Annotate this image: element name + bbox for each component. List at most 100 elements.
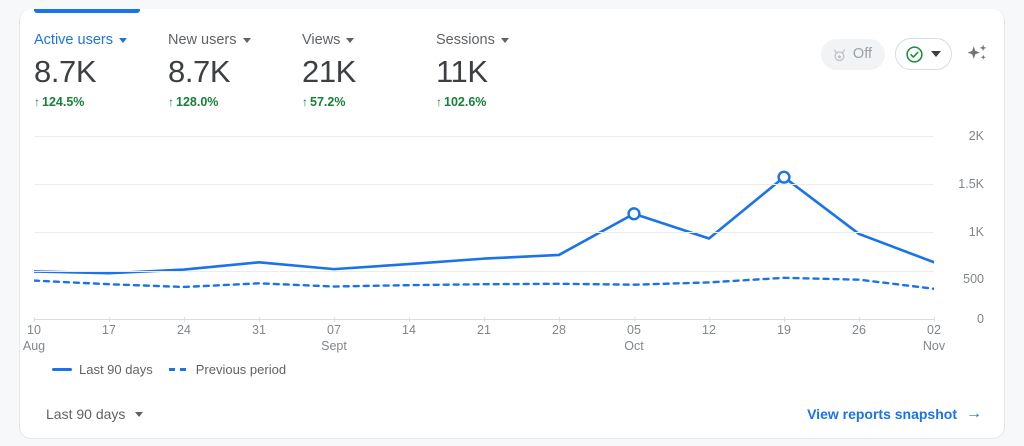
chevron-down-icon[interactable] xyxy=(931,51,941,57)
x-tick-label: 26 xyxy=(852,317,866,338)
metrics-row: Active users 8.7K ↑ 124.5% New users 8.7… xyxy=(34,31,570,110)
metric-card-sessions[interactable]: Sessions 11K ↑ 102.6% xyxy=(436,31,570,110)
metric-selector-new-users[interactable]: New users xyxy=(168,31,302,49)
x-tick-label: 17 xyxy=(102,317,116,338)
x-tick-month: Oct xyxy=(624,339,644,353)
metric-card-new-users[interactable]: New users 8.7K ↑ 128.0% xyxy=(168,31,302,110)
y-tick-label: 2K xyxy=(968,129,984,143)
y-axis-labels: 2K 1.5K 1K 500 0 xyxy=(942,119,994,329)
metric-label: Sessions xyxy=(436,32,495,48)
green-check-circle-icon xyxy=(906,45,923,63)
metric-delta: ↑ 102.6% xyxy=(436,94,570,110)
x-tick-mark xyxy=(933,317,935,322)
comparison-toggle-label: Off xyxy=(852,46,872,62)
date-range-selector[interactable]: Last 90 days xyxy=(46,406,144,422)
x-tick-label: 24 xyxy=(177,317,191,338)
metric-delta-value: 57.2% xyxy=(310,95,346,109)
chevron-down-icon[interactable] xyxy=(346,37,355,43)
ai-insights-button[interactable] xyxy=(962,39,992,69)
x-tick-label: 28 xyxy=(552,317,566,338)
metric-label: Views xyxy=(302,32,341,48)
series-line-current xyxy=(20,175,936,282)
arrow-up-icon: ↑ xyxy=(34,95,40,109)
metric-delta-value: 124.5% xyxy=(42,95,85,109)
x-tick-label: 12 xyxy=(702,317,716,338)
active-tab-indicator[interactable] xyxy=(34,9,140,13)
chart-series-layer xyxy=(20,170,936,291)
gridline-1_5k xyxy=(34,184,934,185)
arrow-up-icon: ↑ xyxy=(168,95,174,109)
x-tick-month: Aug xyxy=(22,339,46,353)
y-tick-label: 0 xyxy=(977,312,984,326)
comparison-toggle-button[interactable]: Off xyxy=(820,38,885,70)
x-tick-mark xyxy=(859,317,860,322)
metric-delta: ↑ 128.0% xyxy=(168,94,302,110)
sparkle-ai-icon xyxy=(967,44,987,60)
legend-swatch-dashed xyxy=(168,368,189,371)
chevron-down-icon[interactable] xyxy=(118,37,127,43)
metric-delta: ↑ 57.2% xyxy=(302,94,436,110)
x-tick-mark xyxy=(784,317,785,322)
metric-selector-active-users[interactable]: Active users xyxy=(34,31,168,49)
legend-swatch-solid xyxy=(52,368,72,371)
x-tick-mark xyxy=(259,317,260,322)
x-tick-label: 07 Sept xyxy=(321,317,347,354)
metric-label: Active users xyxy=(34,32,113,48)
x-tick-mark xyxy=(334,317,335,322)
x-tick-mark xyxy=(559,317,560,322)
legend-label: Previous period xyxy=(195,362,287,377)
metric-card-views[interactable]: Views 21K ↑ 57.2% xyxy=(302,31,436,110)
data-point-marker[interactable] xyxy=(627,207,641,221)
card-controls: Off xyxy=(820,38,992,70)
metric-value: 8.7K xyxy=(168,54,231,89)
arrow-right-icon: → xyxy=(966,405,982,422)
y-tick-label: 500 xyxy=(963,272,984,286)
view-reports-snapshot-link[interactable]: View reports snapshot → xyxy=(807,405,982,423)
gridline-1k xyxy=(34,232,934,233)
metric-delta-value: 128.0% xyxy=(176,95,219,109)
metric-value: 8.7K xyxy=(34,54,97,89)
legend-item-previous[interactable]: Previous period xyxy=(168,362,287,377)
y-tick-label: 1.5K xyxy=(958,177,984,191)
metric-delta-value: 102.6% xyxy=(444,95,487,109)
series-line-previous xyxy=(32,276,936,291)
x-tick-label: 02 Nov xyxy=(922,317,946,354)
date-range-label: Last 90 days xyxy=(46,406,126,422)
x-tick-label: 10 Aug xyxy=(22,317,46,354)
x-tick-month: Sept xyxy=(321,339,347,353)
x-tick-mark xyxy=(633,317,635,322)
gridline-2k xyxy=(34,136,934,137)
x-tick-mark xyxy=(34,317,35,322)
gridline-500 xyxy=(34,271,934,272)
y-tick-label: 1K xyxy=(968,225,984,239)
x-tick-mark xyxy=(484,317,485,322)
x-tick-mark xyxy=(409,317,410,322)
metric-value: 21K xyxy=(302,54,356,89)
metric-delta: ↑ 124.5% xyxy=(34,94,168,110)
chevron-down-icon[interactable] xyxy=(135,411,144,417)
analytics-overview-card: Active users 8.7K ↑ 124.5% New users 8.7… xyxy=(19,9,1005,439)
metric-value: 11K xyxy=(436,54,488,89)
arrow-up-icon: ↑ xyxy=(436,95,442,109)
metric-selector-views[interactable]: Views xyxy=(302,31,436,49)
metric-card-active-users[interactable]: Active users 8.7K ↑ 124.5% xyxy=(34,31,168,110)
metric-label: New users xyxy=(168,32,237,48)
chart-area: 2K 1.5K 1K 500 0 xyxy=(20,127,1004,327)
chevron-down-icon[interactable] xyxy=(500,37,509,43)
legend-item-current[interactable]: Last 90 days xyxy=(52,362,153,377)
x-tick-label: 31 xyxy=(252,317,266,338)
comparison-off-icon xyxy=(834,48,845,61)
line-chart-plot[interactable] xyxy=(20,127,936,322)
metric-selector-sessions[interactable]: Sessions xyxy=(436,31,570,49)
chart-legend: Last 90 days Previous period xyxy=(52,362,286,377)
view-reports-snapshot-label: View reports snapshot xyxy=(807,406,957,422)
x-tick-mark xyxy=(109,317,110,322)
x-tick-month: Nov xyxy=(922,339,946,353)
data-status-dropdown[interactable] xyxy=(895,38,952,70)
arrow-up-icon: ↑ xyxy=(302,95,308,109)
x-tick-label: 21 xyxy=(477,317,491,338)
chevron-down-icon[interactable] xyxy=(242,37,251,43)
x-tick-label: 19 xyxy=(777,317,791,338)
x-tick-mark xyxy=(184,317,185,322)
data-point-marker[interactable] xyxy=(777,170,791,184)
